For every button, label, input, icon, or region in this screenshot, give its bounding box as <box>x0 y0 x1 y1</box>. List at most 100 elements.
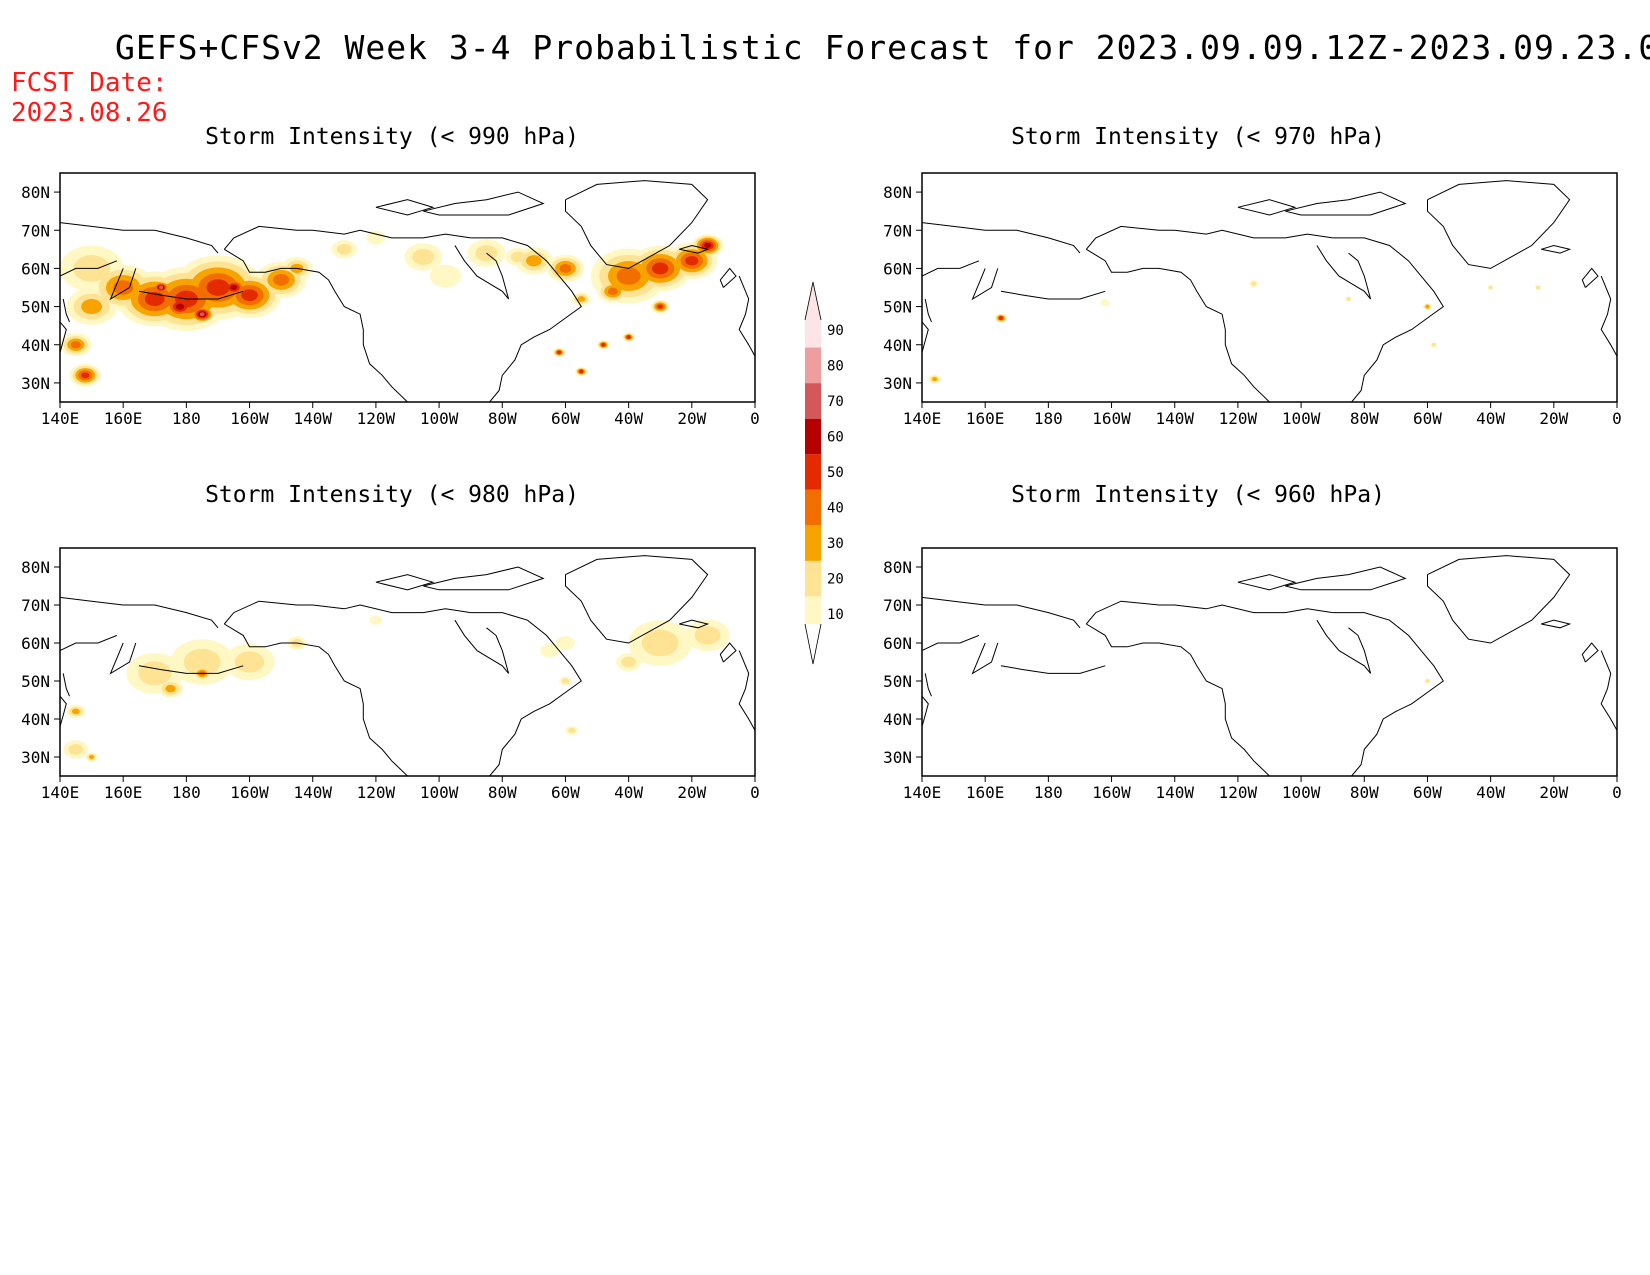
lon-label: 0 <box>1612 783 1622 802</box>
lon-label: 160E <box>966 783 1005 802</box>
colorbar: 10 20 30 40 50 60 70 80 90 <box>804 281 844 665</box>
probability-cell <box>68 744 84 755</box>
coastline <box>1581 642 1599 663</box>
coastline <box>1600 650 1617 731</box>
lon-label: 120W <box>1219 409 1258 428</box>
coastline <box>922 596 1081 629</box>
colorbar-swatch <box>805 489 821 526</box>
probability-cell <box>652 262 669 275</box>
colorbar-label: 10 <box>827 607 844 623</box>
coastlines <box>60 180 755 402</box>
coastline <box>1086 248 1270 402</box>
coastline <box>1000 290 1106 300</box>
coastline <box>60 596 219 629</box>
probability-cell <box>510 251 526 263</box>
colorbar-top-arrow <box>804 281 822 321</box>
probability-cell <box>273 274 290 286</box>
lat-label: 80N <box>883 558 912 577</box>
map-frame <box>59 547 756 777</box>
coastlines <box>922 555 1617 776</box>
coastline <box>922 695 929 728</box>
coastline <box>738 275 755 357</box>
coastline <box>922 222 1081 254</box>
colorbar-swatch <box>805 560 821 597</box>
coastline <box>1285 191 1407 216</box>
lon-label: 140E <box>903 409 942 428</box>
probability-cell <box>561 678 570 684</box>
coastline <box>565 180 709 269</box>
probability-cell <box>568 727 576 734</box>
probability-cell <box>1425 304 1430 309</box>
lon-label: 180 <box>172 409 201 428</box>
lat-label: 40N <box>21 336 50 355</box>
probability-cell <box>183 648 221 676</box>
lon-label: 40W <box>1476 783 1505 802</box>
coastline <box>109 268 137 301</box>
lat-label: 80N <box>21 558 50 577</box>
lon-label: 40W <box>614 409 643 428</box>
probability-cell <box>555 636 575 650</box>
coastline <box>971 268 999 301</box>
probability-cell <box>601 342 606 347</box>
probability-cell <box>526 255 542 267</box>
lat-label: 80N <box>883 183 912 202</box>
coastline <box>924 673 932 697</box>
coastline <box>1237 199 1297 216</box>
lon-label: 160W <box>1092 409 1131 428</box>
coastline <box>423 191 545 216</box>
colorbar-swatch <box>805 282 821 348</box>
lon-label: 60W <box>1413 409 1442 428</box>
lon-label: 140E <box>903 783 942 802</box>
coastline <box>60 260 118 277</box>
lon-label: 160W <box>230 409 269 428</box>
lon-label: 160E <box>104 409 143 428</box>
lat-label: 60N <box>883 634 912 653</box>
colorbar-label: 60 <box>827 429 844 445</box>
lon-label: 160E <box>966 409 1005 428</box>
lon-label: 60W <box>1413 783 1442 802</box>
lon-label: 140E <box>41 783 80 802</box>
coastline <box>1285 566 1407 591</box>
colorbar-label: 70 <box>827 394 844 410</box>
coastline <box>224 623 408 776</box>
probability-cell <box>199 312 205 317</box>
lon-label: 20W <box>677 409 706 428</box>
forecast-date-block: FCST Date: 2023.08.26 <box>11 68 168 128</box>
lat-label: 30N <box>883 748 912 767</box>
probability-cell <box>685 256 699 266</box>
colorbar-swatch <box>805 596 821 624</box>
coastline <box>423 566 545 591</box>
coastline <box>1237 574 1297 591</box>
coastline <box>738 650 755 731</box>
probability-shading <box>60 231 724 387</box>
probability-cell <box>657 304 663 309</box>
main-title: GEFS+CFSv2 Week 3-4 Probabilistic Foreca… <box>115 28 1650 67</box>
probability-cell <box>557 350 562 355</box>
colorbar-swatch <box>805 525 821 561</box>
probability-cell <box>241 289 258 302</box>
probability-cell <box>579 369 584 374</box>
colorbar-swatch <box>805 418 821 455</box>
lat-label: 50N <box>883 298 912 317</box>
panel-title-960: Storm Intensity (< 960 hPa) <box>1011 482 1385 508</box>
map-frame <box>921 547 1618 777</box>
probability-cell <box>71 708 80 715</box>
panel-title-970: Storm Intensity (< 970 hPa) <box>1011 124 1385 150</box>
colorbar-swatch <box>805 383 821 419</box>
lon-label: 60W <box>551 783 580 802</box>
lon-label: 140E <box>41 409 80 428</box>
probability-cell <box>626 335 631 340</box>
probability-cell <box>559 264 572 273</box>
lon-label: 0 <box>1612 409 1622 428</box>
probability-cell <box>641 629 679 657</box>
coastline <box>679 244 710 254</box>
coastline <box>971 642 999 675</box>
coastline <box>1316 245 1372 300</box>
lat-label: 70N <box>883 221 912 240</box>
coastline <box>1086 623 1270 776</box>
lat-label: 50N <box>883 672 912 691</box>
probability-cell <box>206 279 230 296</box>
lat-label: 60N <box>21 634 50 653</box>
probability-cell <box>113 280 134 295</box>
probability-cell <box>175 303 185 310</box>
